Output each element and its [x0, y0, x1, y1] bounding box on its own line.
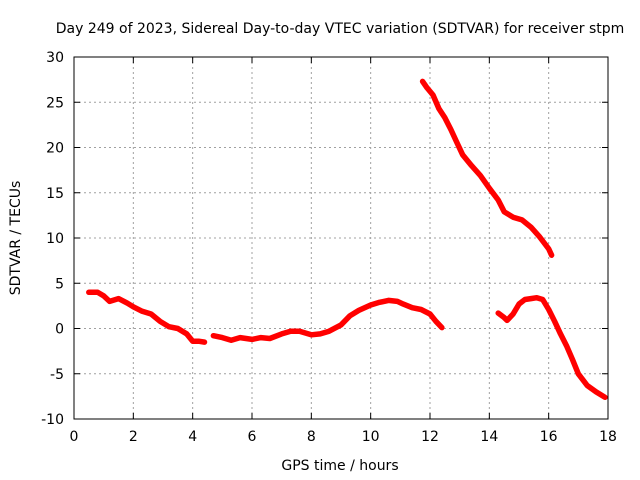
y-tick-label: 5 [55, 276, 64, 292]
y-tick-label: -10 [41, 412, 64, 428]
x-tick-label: 4 [188, 429, 197, 445]
y-tick-label: 0 [55, 322, 64, 338]
series-line-segment-4 [495, 294, 608, 401]
y-tick-label: -5 [50, 367, 64, 383]
y-tick-label: 20 [46, 141, 64, 157]
x-tick-label: 8 [307, 429, 316, 445]
x-tick-label: 14 [480, 429, 498, 445]
y-tick-label: 15 [46, 186, 64, 202]
x-tick-label: 2 [129, 429, 138, 445]
plot-frame [73, 56, 609, 420]
x-axis-label: GPS time / hours [281, 458, 398, 474]
series-line-segment-2 [210, 297, 445, 344]
x-tick-label: 10 [362, 429, 380, 445]
x-tick-label: 6 [248, 429, 257, 445]
series-line-segment-1 [86, 289, 208, 345]
x-tick-label: 18 [599, 429, 617, 445]
y-tick-label: 30 [46, 50, 64, 66]
x-axis-tick-labels: 0 2 4 6 8 10 12 14 16 18 [70, 429, 617, 445]
x-tick-label: 16 [540, 429, 558, 445]
data-series [86, 78, 608, 401]
x-tick-label: 12 [421, 429, 439, 445]
y-axis-label: SDTVAR / TECUs [8, 181, 24, 296]
y-tick-label: 10 [46, 231, 64, 247]
chart-title: Day 249 of 2023, Sidereal Day-to-day VTE… [56, 21, 625, 37]
y-axis-tick-labels: -10 -5 0 5 10 15 20 25 30 [41, 50, 64, 428]
x-tick-label: 0 [70, 429, 79, 445]
series-line-segment-3 [419, 78, 555, 258]
y-tick-label: 25 [46, 95, 64, 111]
grid-lines [74, 57, 608, 419]
